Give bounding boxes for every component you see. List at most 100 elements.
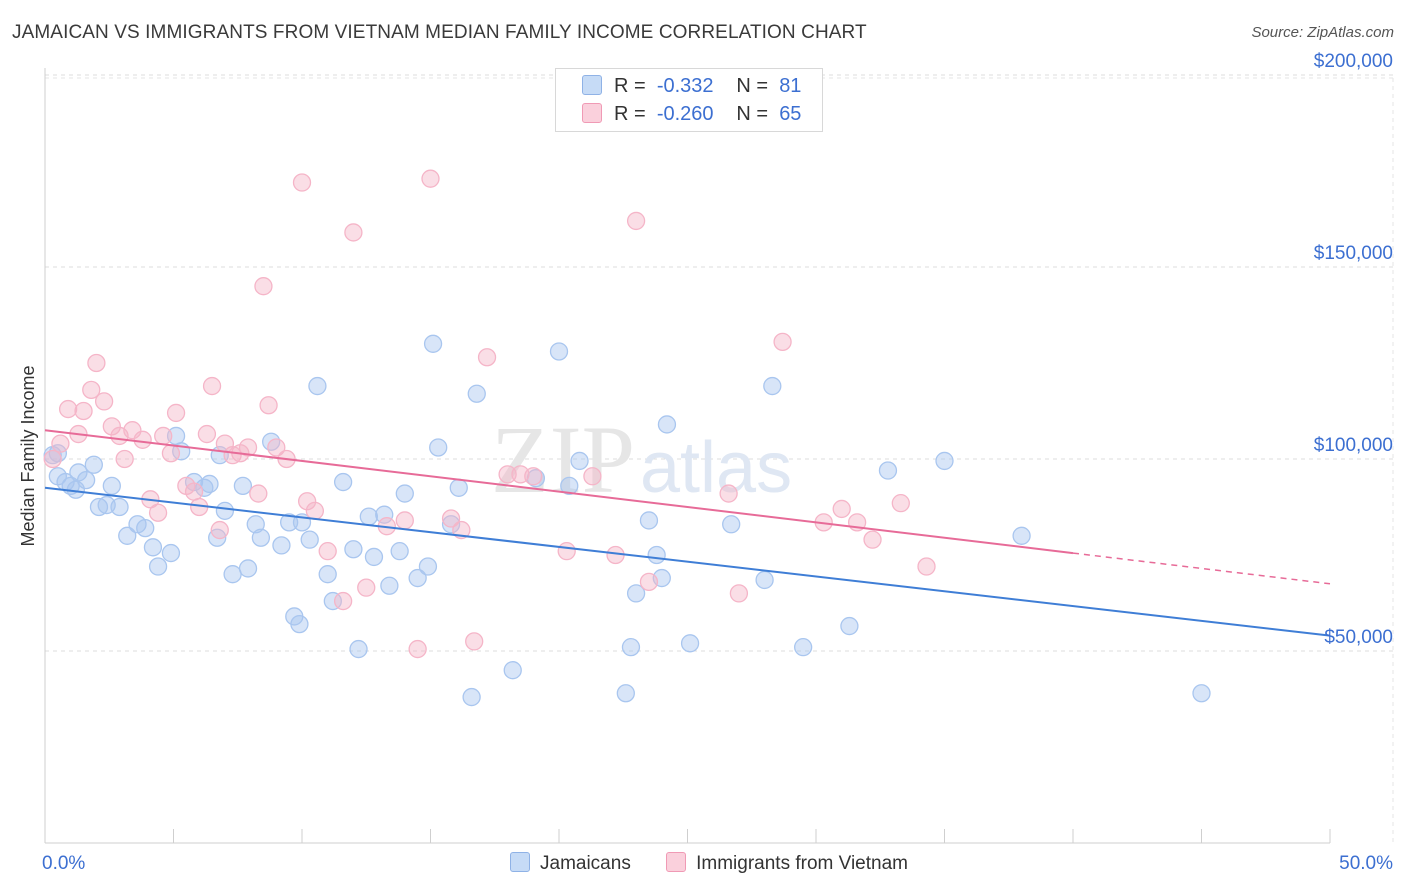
trend-lines: [44, 429, 1331, 637]
data-point: [441, 515, 461, 534]
data-point: [223, 565, 242, 584]
data-point: [94, 392, 114, 411]
data-point: [323, 591, 342, 611]
series-jamaicans: [43, 334, 1211, 707]
data-point: [161, 444, 181, 463]
y-tick-label: $100,000: [1314, 435, 1393, 456]
y-tick-label: $200,000: [1314, 51, 1393, 72]
data-point: [380, 576, 399, 595]
data-point: [305, 501, 325, 520]
data-point: [729, 584, 749, 603]
data-point: [161, 543, 181, 563]
data-point: [719, 484, 738, 503]
data-point: [238, 438, 258, 457]
data-point: [621, 638, 641, 657]
data-point: [429, 438, 448, 457]
data-point: [43, 449, 62, 469]
legend-n-label: N =: [736, 103, 769, 125]
legend-row-vietnam: R = -0.260 N = 65: [582, 101, 801, 127]
data-point: [1192, 684, 1211, 703]
data-point: [1012, 526, 1031, 545]
data-point: [395, 484, 414, 503]
data-point: [891, 494, 910, 513]
data-point: [333, 591, 353, 611]
data-point: [560, 476, 579, 496]
data-point: [318, 565, 337, 584]
data-point: [238, 559, 258, 578]
x-tick-label-max: 50.0%: [1339, 853, 1393, 874]
legend-r-label: R =: [614, 75, 646, 97]
chart-title: JAMAICAN VS IMMIGRANTS FROM VIETNAM MEDI…: [12, 22, 867, 43]
data-point: [570, 451, 589, 471]
y-tick-label: $150,000: [1314, 243, 1393, 264]
data-point: [58, 399, 78, 419]
data-point: [840, 616, 859, 636]
data-point: [300, 530, 319, 549]
data-point: [215, 501, 235, 520]
data-point: [722, 515, 741, 534]
data-point: [680, 634, 700, 653]
data-point: [773, 332, 792, 352]
legend-row-jamaicans: R = -0.332 N = 81: [582, 73, 801, 99]
legend-n-value-jamaicans: 81: [779, 75, 802, 97]
watermark-atlas: atlas: [640, 428, 792, 508]
legend-n-value-vietnam: 65: [779, 103, 802, 125]
data-point: [76, 470, 96, 490]
legend-swatch-vietnam: [582, 103, 602, 123]
data-point: [87, 353, 106, 373]
data-point: [423, 334, 443, 353]
data-point: [878, 461, 898, 480]
data-point: [133, 430, 152, 449]
data-point: [233, 476, 253, 496]
legend-r-value-vietnam: -0.260: [656, 103, 714, 125]
data-point: [375, 505, 394, 524]
data-point: [148, 557, 168, 576]
data-point: [166, 403, 186, 423]
data-point: [197, 424, 217, 444]
data-point: [647, 545, 666, 565]
data-point: [102, 476, 121, 496]
data-point: [467, 384, 486, 403]
legend-swatch-jamaicans: [582, 75, 602, 95]
data-point: [200, 474, 219, 494]
data-point: [626, 584, 646, 603]
data-point: [503, 661, 522, 680]
legend-item-jamaicans[interactable]: Jamaicans: [510, 852, 631, 875]
trend-line-0: [44, 486, 1331, 637]
data-point: [557, 542, 576, 561]
data-point: [333, 472, 353, 492]
trend-line-1: [44, 429, 1074, 555]
legend-item-vietnam[interactable]: Immigrants from Vietnam: [666, 852, 908, 875]
data-point: [418, 557, 438, 576]
data-point: [82, 380, 101, 400]
data-point: [441, 509, 461, 528]
data-point: [357, 578, 376, 597]
data-point: [202, 376, 222, 396]
data-point: [251, 528, 271, 547]
data-point: [657, 415, 677, 434]
data-point: [136, 518, 155, 538]
watermark: ZIP atlas: [491, 406, 792, 513]
data-point: [583, 467, 602, 486]
data-point: [308, 376, 327, 396]
data-point: [69, 463, 88, 482]
data-point: [210, 520, 229, 540]
data-point: [110, 497, 129, 517]
data-point: [863, 530, 882, 549]
data-point: [246, 515, 265, 534]
data-point: [639, 511, 659, 530]
data-point: [118, 526, 137, 545]
data-point: [74, 401, 93, 421]
data-point: [84, 455, 103, 474]
data-point: [148, 503, 168, 522]
data-point: [524, 467, 543, 486]
data-point: [465, 632, 484, 651]
data-point: [408, 639, 427, 659]
data-point: [292, 173, 312, 192]
tick-labels: $50,000 $100,000 $150,000 $200,000 0.0% 50.0%: [42, 51, 1393, 874]
data-point: [390, 542, 409, 561]
correlation-legend: R = -0.332 N = 81 R = -0.260 N = 65: [555, 68, 823, 132]
data-point: [349, 639, 368, 659]
data-point: [832, 499, 851, 519]
data-point: [254, 277, 273, 296]
